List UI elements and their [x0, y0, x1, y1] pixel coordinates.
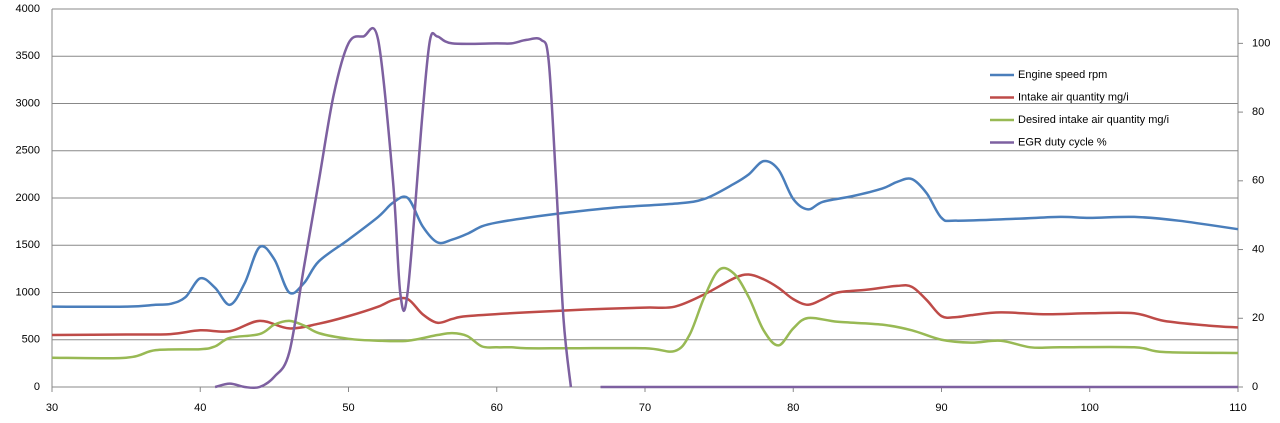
y-tick-label: 2500	[16, 145, 40, 157]
y-tick-label: 3000	[16, 97, 40, 109]
series-line	[51, 159, 1239, 309]
y2-tick-label: 80	[1252, 106, 1264, 118]
x-tick-label: 110	[1229, 402, 1247, 414]
y-tick-label: 0	[34, 381, 40, 393]
legend-label: Intake air quantity mg/i	[1018, 91, 1129, 103]
x-tick-label: 50	[342, 402, 354, 414]
legend-label: EGR duty cycle %	[1018, 136, 1107, 148]
legend-label: Engine speed rpm	[1018, 69, 1107, 81]
y-tick-label: 3500	[16, 50, 40, 62]
legend-label: Desired intake air quantity mg/i	[1018, 114, 1169, 126]
y-tick-label: 500	[22, 334, 40, 346]
y-tick-label: 4000	[16, 3, 40, 15]
x-tick-label: 60	[491, 402, 503, 414]
y2-tick-label: 20	[1252, 312, 1264, 324]
x-tick-label: 30	[46, 402, 58, 414]
y2-tick-label: 40	[1252, 243, 1264, 255]
y-tick-label: 2000	[16, 192, 40, 204]
series-line	[51, 273, 1239, 337]
y2-tick-label: 60	[1252, 175, 1264, 187]
x-tick-label: 100	[1081, 402, 1099, 414]
x-tick-label: 90	[935, 402, 947, 414]
series-line	[51, 266, 1239, 360]
y-tick-label: 1500	[16, 239, 40, 251]
x-tick-label: 70	[639, 402, 651, 414]
x-tick-label: 40	[194, 402, 206, 414]
series-line	[214, 26, 1238, 390]
x-tick-label: 80	[787, 402, 799, 414]
y2-tick-label: 0	[1252, 381, 1258, 393]
y2-tick-label: 100	[1252, 37, 1270, 49]
y-tick-label: 1000	[16, 286, 40, 298]
